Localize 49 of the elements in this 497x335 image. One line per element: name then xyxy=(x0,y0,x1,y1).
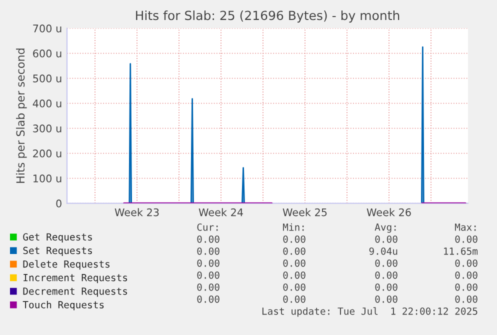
text: 0.00 xyxy=(375,271,398,279)
legend-label: Set Requests xyxy=(23,246,92,256)
legend-label: Increment Requests xyxy=(24,274,128,284)
text: 0.00 xyxy=(455,235,478,243)
text: 0.00 xyxy=(283,235,306,243)
y-tick-label: 700 u xyxy=(33,24,62,32)
text: 11.65m xyxy=(444,247,478,255)
text: 0.00 xyxy=(197,247,220,255)
text: 0.00 xyxy=(455,283,478,291)
y-tick-label: 400 u xyxy=(32,100,62,108)
y-tick-label: 500 u xyxy=(33,74,62,82)
y-axis-title: Hits per Slab per second xyxy=(16,48,27,183)
legend-label: Touch Requests xyxy=(22,300,104,310)
text: Cur: xyxy=(197,223,218,231)
text: Min: xyxy=(282,223,304,231)
text: 0.00 xyxy=(375,283,398,291)
legend-label: Decrement Requests xyxy=(23,288,128,297)
text: 0.00 xyxy=(283,271,306,279)
x-tick-label: Week 25 xyxy=(282,208,327,216)
chart-title: Hits for Slab: 25 (21696 Bytes) - by month xyxy=(136,10,400,23)
text: 0.00 xyxy=(197,295,220,303)
y-tick-label: 100 u xyxy=(33,174,62,182)
text: Avg: xyxy=(374,224,396,233)
text: 0.00 xyxy=(283,247,306,255)
text: 0.00 xyxy=(375,295,398,303)
text: 0.00 xyxy=(455,259,478,267)
text: 0.00 xyxy=(283,295,306,303)
text: 0.00 xyxy=(197,235,220,243)
y-tick-label: 200 u xyxy=(33,150,62,158)
text: 0.00 xyxy=(197,259,220,267)
legend-label: Get Requests xyxy=(23,233,92,242)
y-tick-label: 300 u xyxy=(33,124,62,132)
text: 0.00 xyxy=(375,235,398,243)
text: Last update: Tue Jul 1 22:00:12 2025 xyxy=(262,307,478,317)
text: 0.00 xyxy=(375,259,398,267)
text: 9.04u xyxy=(369,247,398,255)
y-tick-label: 0 xyxy=(56,200,62,208)
legend-label: Delete Requests xyxy=(23,260,110,270)
text: 0.00 xyxy=(283,259,306,267)
text: 0.00 xyxy=(283,283,306,291)
text: Max: xyxy=(454,224,476,231)
y-tick-label: 600 u xyxy=(33,50,62,58)
text: 0.00 xyxy=(197,283,220,291)
x-tick-label: Week 23 xyxy=(114,208,159,216)
x-tick-label: Week 24 xyxy=(198,208,243,216)
text: 0.00 xyxy=(455,295,478,303)
text: 0.00 xyxy=(455,271,478,279)
text: 0.00 xyxy=(197,271,220,279)
x-tick-label: Week 26 xyxy=(366,208,411,216)
